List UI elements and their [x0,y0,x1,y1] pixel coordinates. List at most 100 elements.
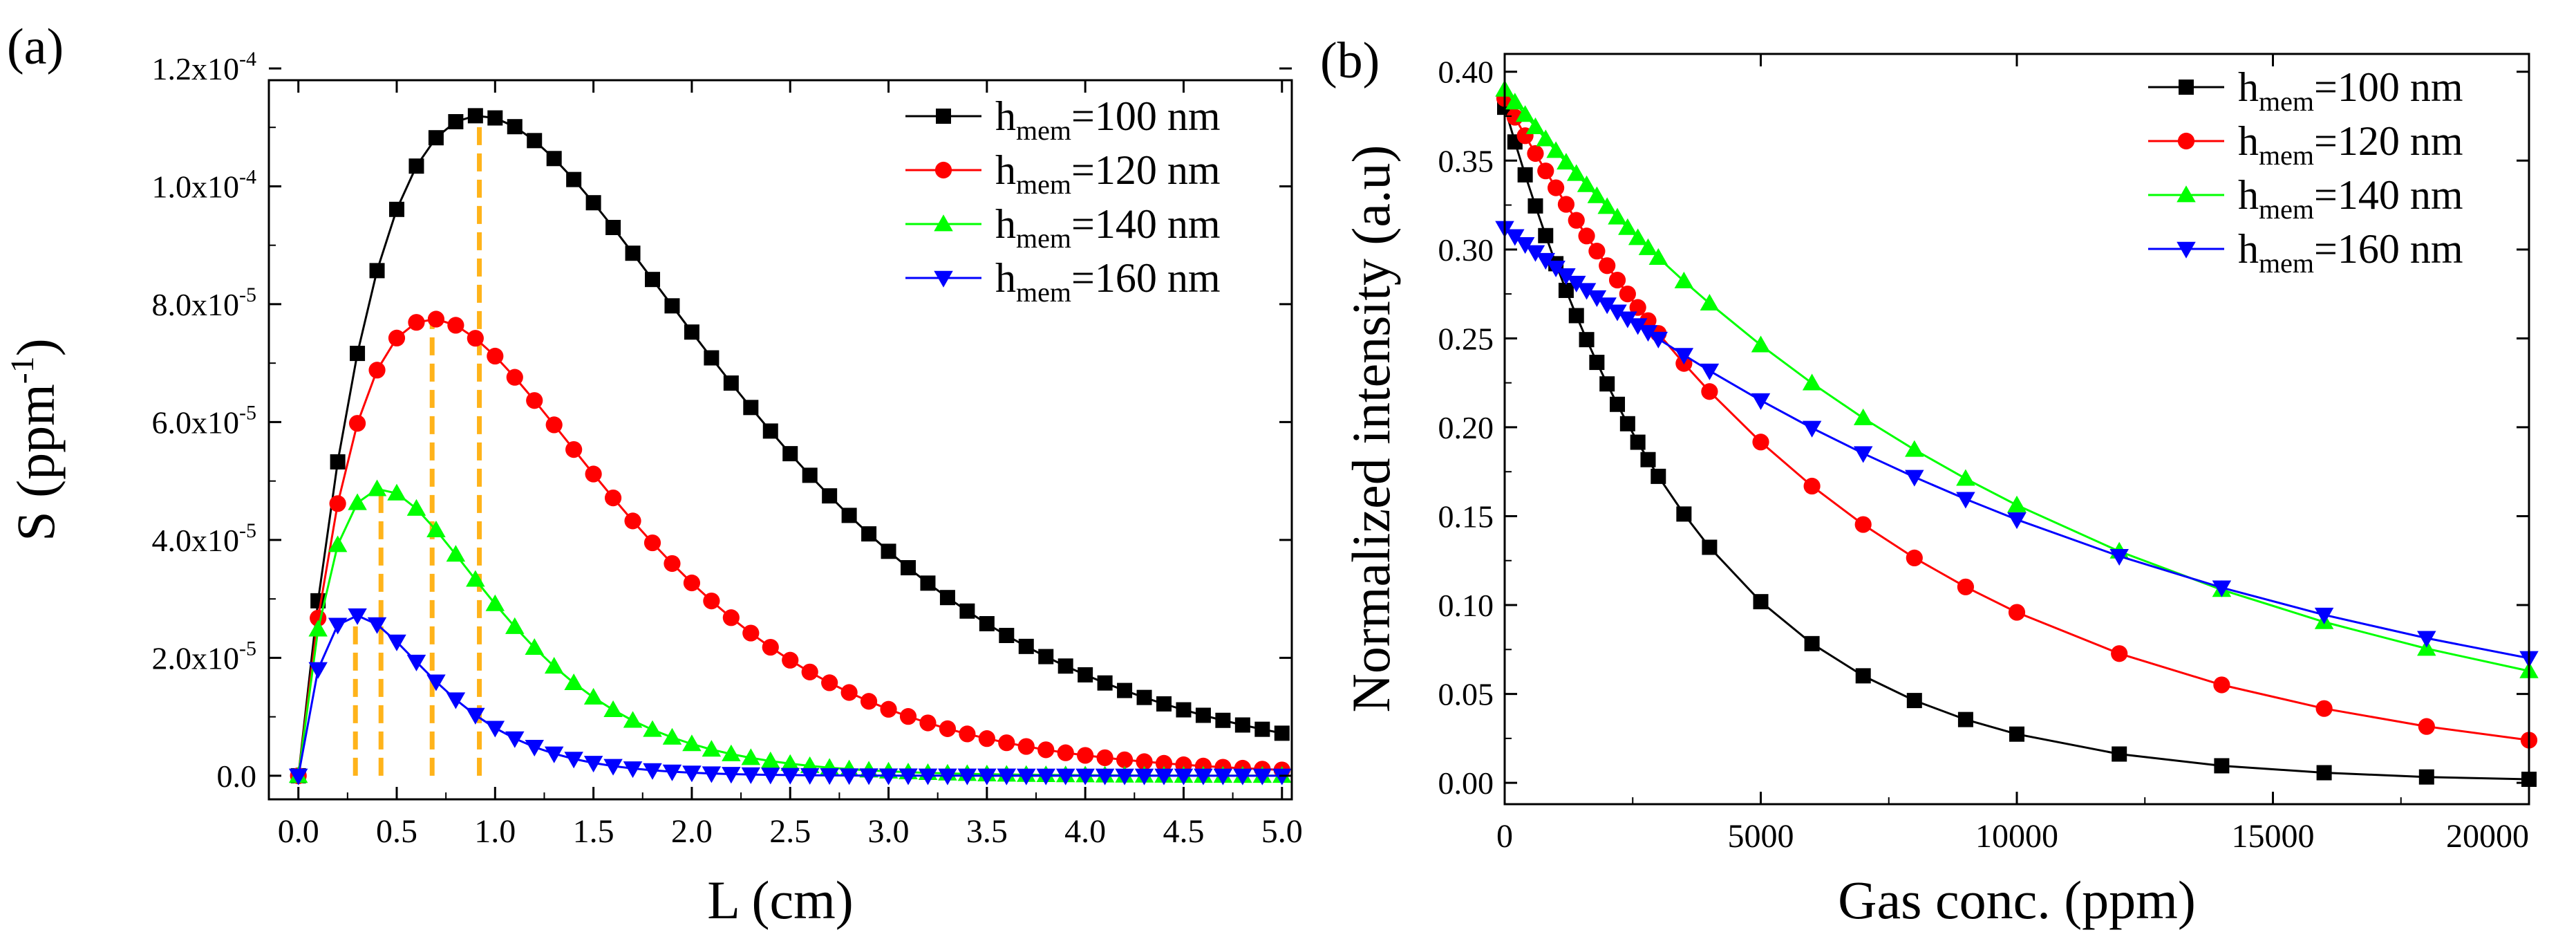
panel-a-y-axis-label: S (ppm-1) [4,338,66,541]
panel-a-point-s0-25 [782,446,798,462]
panel-a-series-2 [288,479,1292,783]
panel-a-point-s3-3 [348,608,367,625]
panel-a-point-s0-42 [1117,682,1133,698]
panel-a-point-s0-44 [1156,696,1172,712]
panel-a-x-tick-label-2: 1.0 [474,813,516,850]
panel-b-point-s1-22 [1957,578,1974,595]
panel-a-point-s3-18 [643,763,662,780]
panel-a-legend-label-2-h: h [995,201,1016,247]
panel-b-legend-label-0-sub: mem [2259,86,2314,117]
panel-a-point-s0-19 [664,298,680,314]
panel-b-point-s1-12 [1619,285,1636,303]
panel-b-legend-label-2-rest: =140 nm [2314,172,2463,218]
panel-b-ticks: 0 5000 10000 15000 20000 0.00 0.05 0.10 0.15 0.20… [1438,54,2530,855]
panel-b-point-s0-8 [1579,332,1595,348]
panel-b-point-s0-22 [1957,712,1973,727]
panel-a-point-s0-41 [1097,675,1113,691]
panel-b-point-s0-24 [2112,746,2127,762]
panel-a-point-s0-49 [1254,721,1270,737]
panel-a-point-s1-41 [1096,749,1113,766]
panel-a-legend-label-3: hmem=160 nm [995,255,1221,308]
panel-a-point-s2-18 [643,720,662,737]
panel-a-legend-label-3-rest: =160 nm [1071,255,1221,301]
panel-a-x-tick-label-4: 2.0 [671,813,713,850]
panel-b-point-s3-15 [1648,331,1668,348]
panel-a-point-s2-2 [328,535,348,552]
panel-b-y-tick-label-5: 0.25 [1438,321,1494,356]
panel-b-legend-marker-1 [2177,132,2195,150]
panel-a-point-s1-28 [840,684,858,701]
panel-b-point-s0-10 [1599,376,1615,392]
panel-b-legend-label-2-h: h [2238,172,2259,218]
panel-a-point-s3-25 [780,768,800,785]
panel-a-point-s0-16 [605,219,621,235]
panel-a-legend-label-1-sub: mem [1016,169,1071,200]
panel-b-point-s0-27 [2418,769,2434,785]
panel-b-point-s3-14 [1638,325,1658,342]
panel-b-point-s3-24 [2109,549,2129,566]
panel-a-point-s0-20 [684,324,699,340]
panel-a-y-tick-label-2-exponent: -5 [239,519,256,542]
panel-b-point-s0-23 [2009,726,2024,742]
panel-a-point-s1-39 [1057,744,1074,761]
panel-a-point-s1-3 [348,415,366,432]
panel-b-point-s2-11 [1608,207,1627,225]
panel-a-legend-label-2-sub: mem [1016,223,1071,254]
panel-b-point-s3-4 [1536,252,1556,270]
panel-b-x-tick-label-0: 0 [1496,818,1513,855]
panel-a-point-s1-21 [703,593,720,610]
panel-a-x-tick-label-5: 2.5 [769,813,811,850]
panel-b-series-3 [1495,221,2539,668]
panel-b: (b) 0 5000 10000 15000 20000 0.00 0.05 0.10 0.15… [1320,32,2539,930]
panel-b-point-s0-18 [1753,594,1769,610]
panel-a-ticks: 0.0 0.5 1.0 1.5 2.0 2.5 3.0 3.5 4.0 4.5 5.0 0.0 2.0x… [152,48,1303,850]
panel-b-legend-label-0: hmem=100 nm [2238,64,2463,117]
panel-a-point-s3-44 [1154,768,1174,786]
panel-a-point-s0-5 [389,201,404,217]
panel-a-y-tick-label-6: 1.2x10-4 [152,48,257,86]
panel-b-point-s2-10 [1597,197,1617,214]
panel-a-y-tick-label-4-mantissa: 8.0x10 [152,287,240,322]
panel-b-point-s1-19 [1803,477,1821,495]
panel-a-point-s3-30 [878,768,899,786]
panel-a-y-tick-label-6-exponent: -4 [239,48,256,71]
panel-b-y-tick-label-7: 0.35 [1438,143,1494,178]
panel-b-point-s1-5 [1548,179,1565,196]
panel-b-legend-label-2: hmem=140 nm [2238,172,2463,225]
panel-a-point-s1-32 [919,714,937,732]
panel-a-point-s1-11 [506,369,523,386]
panel-b-point-s0-12 [1619,416,1635,431]
panel-a-legend-label-1-h: h [995,147,1016,193]
panel-a-point-s1-37 [1017,738,1035,755]
panel-b-point-s2-2 [1515,105,1535,122]
panel-b-point-s3-23 [2007,512,2027,530]
panel-a-point-s1-8 [447,317,464,334]
panel-a-point-s1-36 [998,734,1015,752]
panel-a-point-s0-21 [704,350,720,366]
panel-a-point-s1-29 [860,693,878,710]
panel-b-point-s1-14 [1639,312,1657,329]
panel-b-point-s3-22 [1956,492,1975,509]
panel-a-point-s0-35 [979,615,995,631]
panel-b-point-s3-3 [1525,245,1545,262]
panel-b-y-tick-label-1: 0.05 [1438,677,1494,712]
panel-a-point-s3-43 [1134,768,1154,786]
panel-b-x-tick-label-3: 15000 [2232,818,2315,855]
panel-a-point-s3-11 [505,731,525,748]
panel-a-point-s1-31 [899,708,917,725]
panel-a-point-s3-27 [820,768,839,786]
panel-b-point-s2-5 [1546,141,1566,158]
panel-a-y-tick-label-1: 2.0x10-5 [152,637,257,676]
panel-a-point-s3-21 [702,766,722,783]
panel-b-point-s2-7 [1566,164,1586,181]
panel-b-point-s2-13 [1628,228,1648,245]
panel-a-point-s3-39 [1055,768,1075,786]
panel-a-point-s2-9 [466,570,485,587]
panel-a-point-s1-27 [821,674,838,691]
panel-a-point-s3-48 [1233,768,1252,786]
panel-b-y-tick-label-2: 0.10 [1438,588,1494,623]
panel-a-point-s3-10 [485,721,505,738]
panel-b-point-s2-14 [1638,238,1658,255]
panel-a-point-s0-23 [743,400,759,416]
